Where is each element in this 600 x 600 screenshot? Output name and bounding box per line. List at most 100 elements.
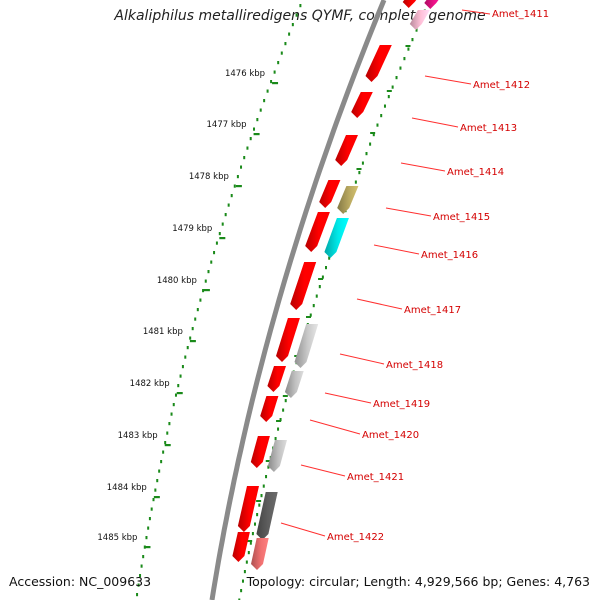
track-dot bbox=[168, 422, 171, 426]
leader-line bbox=[356, 298, 403, 310]
track-dot bbox=[150, 507, 153, 511]
leader-line bbox=[373, 244, 420, 255]
track-dot bbox=[399, 66, 402, 70]
gene-label: Amet_1418 bbox=[386, 360, 443, 371]
track-dot bbox=[140, 564, 143, 568]
track-dot bbox=[256, 118, 259, 122]
track-dot bbox=[369, 142, 372, 146]
gene-feature bbox=[276, 318, 300, 362]
track-dot bbox=[358, 171, 361, 175]
gene-feature bbox=[251, 538, 269, 570]
gene-feature bbox=[337, 186, 359, 214]
track-dot bbox=[411, 38, 414, 42]
inner-tick bbox=[276, 420, 282, 422]
track-dot bbox=[270, 80, 273, 84]
track-dot bbox=[266, 89, 269, 93]
track-dot bbox=[280, 51, 283, 55]
kbp-tick-label: 1484 kbp bbox=[107, 483, 147, 493]
gene-feature bbox=[324, 218, 349, 258]
inner-tick bbox=[265, 460, 271, 462]
kbp-tick bbox=[253, 133, 260, 136]
gene-feature bbox=[267, 440, 287, 472]
track-dot bbox=[158, 469, 161, 473]
gene-label: Amet_1416 bbox=[421, 250, 478, 261]
track-dot bbox=[194, 317, 197, 321]
accession-text: Accession: NC_009633 bbox=[9, 574, 152, 589]
track-dot bbox=[136, 593, 139, 597]
track-dot bbox=[221, 222, 224, 226]
track-dot bbox=[284, 399, 287, 403]
track-dot bbox=[179, 374, 182, 378]
gene-label: Amet_1422 bbox=[327, 532, 384, 543]
track-dot bbox=[282, 408, 285, 412]
inner-tick bbox=[318, 278, 324, 280]
inner-tick bbox=[256, 500, 262, 502]
track-dot bbox=[181, 365, 184, 369]
track-dot bbox=[251, 532, 254, 536]
track-dot bbox=[391, 85, 394, 89]
track-dot bbox=[240, 589, 243, 593]
track-dot bbox=[288, 32, 291, 36]
track-dot bbox=[139, 574, 142, 578]
track-dot bbox=[383, 104, 386, 108]
gene-feature bbox=[256, 492, 278, 540]
track-dot bbox=[407, 47, 410, 51]
track-dot bbox=[186, 346, 189, 350]
gene-label: Amet_1415 bbox=[433, 212, 490, 223]
kbp-tick bbox=[189, 340, 196, 343]
inner-tick bbox=[305, 316, 311, 318]
track-dot bbox=[318, 285, 321, 289]
kbp-tick bbox=[272, 82, 279, 85]
track-dot bbox=[260, 494, 263, 498]
gene-feature bbox=[319, 180, 341, 208]
track-dot bbox=[189, 336, 192, 340]
track-dot bbox=[174, 393, 177, 397]
map-title: Alkaliphilus metalliredigens QYMF, compl… bbox=[114, 8, 486, 24]
gene-labels: Amet_1411 Amet_1412 Amet_1413 Amet_1414 Amet… bbox=[327, 9, 549, 543]
track-dot bbox=[376, 123, 379, 127]
track-dot bbox=[277, 427, 280, 431]
track-dot bbox=[263, 99, 266, 103]
gene-label: Amet_1419 bbox=[373, 399, 430, 410]
track-dot bbox=[249, 137, 252, 141]
track-dot bbox=[243, 570, 246, 574]
track-dot bbox=[210, 260, 213, 264]
track-dot bbox=[246, 146, 249, 150]
track-dot bbox=[177, 384, 180, 388]
track-dot bbox=[156, 479, 159, 483]
track-dot bbox=[227, 203, 230, 207]
inner-tick bbox=[386, 90, 392, 92]
inner-tick bbox=[356, 168, 362, 170]
gene-feature bbox=[260, 396, 279, 422]
gene-feature bbox=[284, 371, 304, 398]
track-dot bbox=[164, 441, 167, 445]
leader-line bbox=[461, 9, 491, 15]
kbp-tick-label: 1481 kbp bbox=[143, 327, 183, 337]
track-dot bbox=[236, 175, 239, 179]
track-dot bbox=[312, 304, 315, 308]
track-dot bbox=[241, 579, 244, 583]
kbp-tick-label: 1476 kbp bbox=[225, 69, 265, 79]
track-dot bbox=[253, 127, 256, 131]
track-dot bbox=[328, 256, 331, 260]
track-dot bbox=[365, 152, 368, 156]
track-dot bbox=[142, 555, 145, 559]
gene-feature bbox=[294, 324, 319, 368]
gene-label: Amet_1414 bbox=[447, 167, 504, 178]
track-dot bbox=[299, 4, 302, 8]
gene-label: Amet_1420 bbox=[362, 430, 419, 441]
track-dot bbox=[213, 251, 216, 255]
track-dot bbox=[147, 526, 150, 530]
inner-tick bbox=[405, 45, 411, 47]
gene-label: Amet_1417 bbox=[404, 305, 461, 316]
gene-feature bbox=[267, 366, 286, 392]
track-dot bbox=[154, 488, 157, 492]
track-dot bbox=[403, 57, 406, 61]
track-dot bbox=[238, 598, 241, 600]
gene-feature bbox=[232, 532, 250, 562]
track-dot bbox=[267, 465, 270, 469]
gene-label: Amet_1411 bbox=[492, 9, 549, 20]
gene-feature bbox=[351, 92, 373, 118]
track-dot bbox=[395, 76, 398, 80]
